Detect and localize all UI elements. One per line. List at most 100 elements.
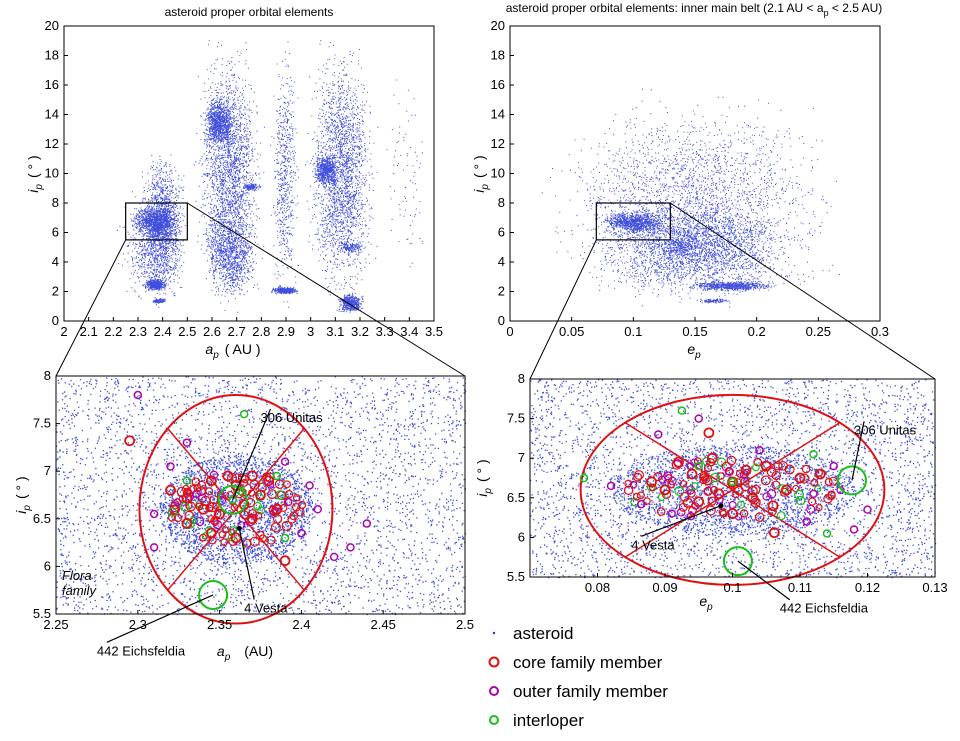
core-member-point bbox=[673, 456, 684, 468]
family-member-point bbox=[801, 464, 811, 474]
annotation-pointer bbox=[851, 421, 865, 481]
core-member-point bbox=[760, 460, 772, 472]
annotation-label: 442 Eichsfeldia bbox=[780, 601, 869, 616]
core-member-point bbox=[727, 508, 738, 520]
x-tick-label: 3.1 bbox=[326, 324, 344, 339]
family-member-point bbox=[682, 497, 693, 508]
outer-member-point bbox=[809, 489, 818, 499]
family-member-point bbox=[205, 504, 214, 513]
core-member-point bbox=[703, 427, 715, 439]
family-member-point bbox=[656, 507, 666, 516]
interloper-highlight-circle bbox=[198, 579, 229, 610]
x-tick-label: 2.5 bbox=[456, 617, 474, 632]
y-axis-label: ip( ° ) bbox=[474, 459, 494, 496]
family-member-point bbox=[676, 507, 686, 517]
family-member-point bbox=[220, 538, 229, 546]
family-member-point bbox=[292, 493, 301, 502]
family-member-point bbox=[624, 479, 633, 488]
family-member-point bbox=[186, 501, 196, 512]
y-tick-label: 10 bbox=[491, 166, 505, 181]
family-member-point bbox=[766, 489, 777, 499]
family-member-point bbox=[284, 498, 293, 506]
x-tick-label: 2.45 bbox=[371, 617, 396, 632]
x-ticks: 0.08 0.09 0.1 0.11 0.12 0.13 bbox=[585, 573, 948, 595]
family-member-point bbox=[724, 466, 734, 476]
x-tick-label: 2.9 bbox=[277, 324, 295, 339]
core-member-point bbox=[230, 532, 242, 544]
flora-family-label: Flora family bbox=[62, 568, 97, 598]
asteroid-dots bbox=[56, 376, 467, 616]
family-member-point bbox=[228, 536, 239, 547]
x-axis-label: ep bbox=[699, 593, 713, 613]
y-tick-label: 0 bbox=[498, 313, 505, 328]
legend-core-marker bbox=[488, 656, 500, 668]
y-tick-label: 20 bbox=[45, 18, 59, 33]
outer-member-point bbox=[149, 509, 159, 519]
legend-core-label: core family member bbox=[513, 653, 663, 672]
y-ticks: 5.5 6 6.5 7 7.5 8 bbox=[33, 368, 60, 621]
legend-outer-marker bbox=[489, 686, 499, 696]
core-member-point bbox=[659, 484, 671, 496]
x-tick-label: 2.35 bbox=[207, 617, 232, 632]
core-member-point bbox=[781, 484, 792, 496]
x-ticks: 2 2.1 2.2 2.3 2.4 2.5 2.6 2.7 2.8 2.9 3 3.1 3.2 3.3 3.… bbox=[60, 317, 443, 339]
family-member-point bbox=[207, 502, 218, 513]
y-tick-label: 7.5 bbox=[507, 411, 525, 426]
family-member-point bbox=[216, 495, 227, 506]
family-member-point bbox=[209, 470, 219, 480]
y-tick-label: 8 bbox=[498, 195, 505, 210]
family-member-point bbox=[205, 526, 213, 534]
legend-interloper-label: interloper bbox=[513, 711, 584, 730]
y-tick-label: 7 bbox=[518, 450, 525, 465]
family-member-point bbox=[632, 492, 641, 501]
zoom-connectors bbox=[55, 202, 936, 380]
core-member-point bbox=[706, 452, 718, 464]
core-member-point bbox=[206, 527, 217, 539]
outer-member-point bbox=[305, 481, 314, 490]
family-member-point bbox=[750, 495, 760, 505]
annotation-label: 306 Unitas bbox=[854, 423, 917, 438]
family-member-point bbox=[717, 472, 725, 480]
annotations: 306 Unitas 4 Vesta 442 Eichsfeldia bbox=[631, 421, 917, 616]
outer-member-point bbox=[297, 528, 306, 538]
family-member-point bbox=[274, 479, 285, 489]
family-member-point bbox=[227, 533, 236, 542]
family-member-point bbox=[779, 487, 790, 497]
outer-member-point bbox=[654, 430, 663, 439]
y-tick-label: 16 bbox=[45, 77, 59, 92]
y-tick-label: 10 bbox=[45, 166, 59, 181]
family-member-point bbox=[629, 480, 638, 489]
y-tick-label: 2 bbox=[52, 284, 59, 299]
core-member-point bbox=[686, 468, 698, 480]
family-member-point bbox=[176, 486, 187, 497]
x-tick-label: 0.1 bbox=[723, 580, 741, 595]
family-member-point bbox=[270, 522, 281, 533]
y-tick-label: 7 bbox=[44, 463, 51, 478]
panel-top-left: asteroid proper orbital elements 2 2.1 2.2… bbox=[25, 5, 443, 361]
core-member-point bbox=[794, 472, 806, 484]
y-tick-label: 8 bbox=[44, 368, 51, 383]
y-ticks: 0 2 4 6 8 10 12 14 16 18 20 bbox=[491, 18, 514, 328]
family-member-point bbox=[167, 507, 178, 517]
panel-top-right: asteroid proper orbital elements: inner … bbox=[471, 1, 889, 361]
annotation-pointer bbox=[232, 408, 272, 500]
zoom-connector-line bbox=[529, 239, 597, 380]
core-member-point bbox=[693, 496, 705, 508]
y-tick-label: 2 bbox=[498, 284, 505, 299]
core-member-point bbox=[181, 518, 193, 529]
core-member-point bbox=[740, 464, 752, 476]
family-member-point bbox=[298, 500, 307, 509]
x-tick-label: 2.25 bbox=[43, 617, 68, 632]
outer-member-point bbox=[863, 505, 872, 514]
core-member-point bbox=[197, 503, 209, 515]
x-tick-label: 0.08 bbox=[585, 580, 610, 595]
family-member-point bbox=[230, 503, 239, 512]
y-tick-label: 14 bbox=[45, 107, 59, 122]
y-tick-label: 14 bbox=[491, 107, 505, 122]
interloper-highlight-circle bbox=[217, 484, 248, 515]
y-tick-label: 18 bbox=[45, 48, 59, 63]
interloper-point bbox=[694, 461, 703, 471]
family-member-point bbox=[690, 482, 699, 491]
interloper-point bbox=[728, 477, 737, 487]
interloper-point bbox=[579, 473, 589, 483]
